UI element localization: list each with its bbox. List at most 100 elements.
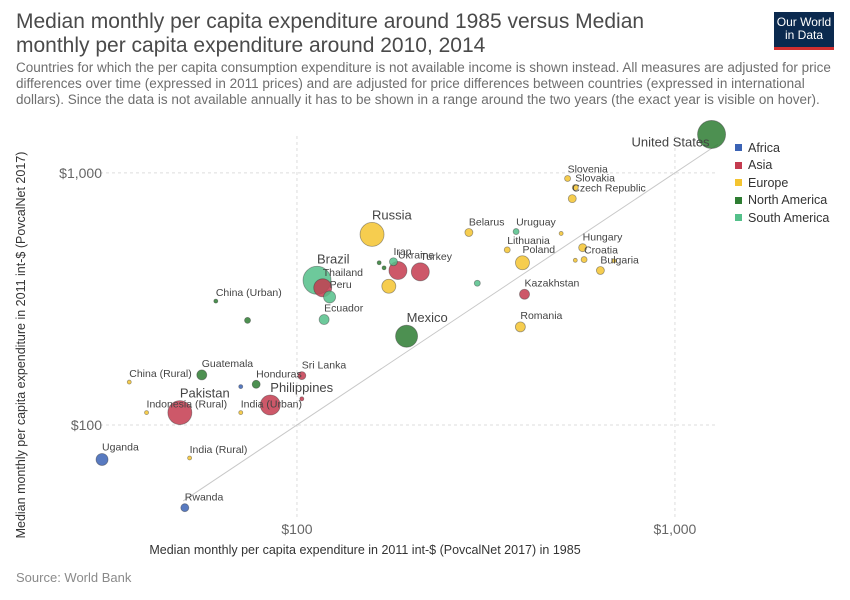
point-label: Czech Republic bbox=[572, 183, 646, 195]
point-label: Lithuania bbox=[507, 235, 550, 247]
legend: Africa Asia Europe North America South Ameri… bbox=[735, 139, 829, 227]
data-point[interactable] bbox=[558, 231, 564, 236]
data-point[interactable] bbox=[244, 316, 251, 324]
data-point[interactable] bbox=[95, 453, 109, 466]
logo-text: Our World in Data bbox=[776, 15, 832, 42]
legend-item[interactable]: Africa bbox=[735, 139, 829, 157]
point-label: Croatia bbox=[584, 245, 618, 257]
legend-item[interactable]: North America bbox=[735, 192, 829, 210]
reference-line bbox=[182, 143, 719, 502]
data-point[interactable] bbox=[512, 228, 520, 235]
point-label: Hungary bbox=[583, 232, 623, 244]
point-label: Russia bbox=[372, 207, 413, 222]
data-point[interactable] bbox=[167, 400, 193, 425]
data-point[interactable] bbox=[697, 120, 726, 149]
data-point[interactable] bbox=[238, 384, 244, 390]
point-label: India (Urban) bbox=[241, 399, 302, 411]
data-point[interactable] bbox=[388, 261, 408, 280]
data-point[interactable] bbox=[323, 290, 337, 304]
point-label: Philippines bbox=[270, 380, 333, 395]
data-point[interactable] bbox=[251, 379, 261, 389]
point-label: United States bbox=[632, 134, 711, 149]
y-axis-label-line: Median monthly per capita expenditure in… bbox=[14, 152, 28, 539]
data-point[interactable] bbox=[473, 279, 481, 287]
point-label: Uruguay bbox=[516, 217, 556, 229]
point-label: Bulgaria bbox=[600, 254, 639, 266]
point-label: Slovenia bbox=[568, 163, 608, 175]
logo-stripe bbox=[774, 47, 834, 50]
legend-item[interactable]: Europe bbox=[735, 174, 829, 192]
data-point[interactable] bbox=[580, 256, 588, 263]
data-point[interactable] bbox=[297, 371, 307, 381]
data-point[interactable] bbox=[578, 243, 588, 253]
owid-logo[interactable]: Our World in Data bbox=[774, 12, 834, 50]
data-point[interactable] bbox=[259, 394, 281, 416]
data-point[interactable] bbox=[381, 278, 397, 294]
legend-swatch bbox=[735, 179, 742, 187]
data-point[interactable] bbox=[572, 257, 578, 263]
data-point[interactable] bbox=[359, 222, 385, 247]
point-label: India (Rural) bbox=[190, 444, 248, 456]
data-point[interactable] bbox=[144, 410, 149, 415]
legend-label: Africa bbox=[748, 140, 780, 155]
data-points bbox=[95, 120, 726, 513]
point-label: Iran bbox=[393, 246, 411, 258]
legend-swatch bbox=[735, 144, 742, 152]
legend-label: Europe bbox=[748, 175, 789, 190]
data-point[interactable] bbox=[514, 321, 526, 333]
data-point[interactable] bbox=[187, 455, 193, 461]
data-point[interactable] bbox=[238, 410, 244, 415]
point-label: Ukraine bbox=[398, 249, 434, 261]
legend-item[interactable]: South America bbox=[735, 209, 829, 227]
point-label: Rwanda bbox=[185, 492, 224, 504]
data-point[interactable] bbox=[564, 175, 571, 182]
data-point[interactable] bbox=[515, 255, 530, 271]
point-label: Thailand bbox=[323, 267, 363, 279]
data-point[interactable] bbox=[376, 260, 382, 266]
data-point[interactable] bbox=[389, 257, 398, 267]
data-point[interactable] bbox=[503, 246, 511, 254]
point-label: Ecuador bbox=[324, 303, 364, 315]
point-label: Sri Lanka bbox=[302, 360, 347, 372]
data-point[interactable] bbox=[611, 258, 617, 264]
data-point[interactable] bbox=[519, 288, 530, 300]
data-point[interactable] bbox=[464, 228, 474, 237]
x-tick-label: $100 bbox=[281, 521, 312, 537]
data-point[interactable] bbox=[571, 184, 579, 191]
y-tick-label: $1,000 bbox=[59, 165, 102, 181]
legend-swatch bbox=[735, 196, 742, 204]
point-label: Guatemala bbox=[202, 358, 254, 370]
point-label: Brazil bbox=[317, 251, 350, 266]
data-point[interactable] bbox=[213, 298, 219, 304]
point-label: Turkey bbox=[420, 251, 452, 263]
data-point[interactable] bbox=[180, 503, 190, 513]
legend-label: South America bbox=[748, 210, 830, 225]
source-note: Source: World Bank bbox=[16, 570, 132, 585]
data-point[interactable] bbox=[126, 379, 132, 385]
legend-swatch bbox=[735, 161, 742, 169]
point-label: Mexico bbox=[407, 310, 448, 325]
data-point[interactable] bbox=[299, 396, 305, 402]
point-label: China (Rural) bbox=[129, 368, 191, 380]
axis-ticks: $100 $1,000 $100 $1,000 bbox=[59, 165, 696, 537]
point-label: Romania bbox=[520, 310, 562, 322]
data-point[interactable] bbox=[395, 324, 418, 348]
point-label: Slovakia bbox=[575, 172, 615, 184]
data-point[interactable] bbox=[196, 369, 208, 381]
point-label: Belarus bbox=[469, 216, 505, 228]
legend-label: Asia bbox=[748, 158, 773, 173]
point-label: Kazakhstan bbox=[525, 277, 580, 289]
data-point[interactable] bbox=[410, 262, 430, 282]
point-label: Indonesia (Rural) bbox=[147, 399, 228, 411]
x-axis-label: Median monthly per capita expenditure in… bbox=[149, 543, 580, 557]
point-label: Poland bbox=[522, 244, 555, 256]
grid-lines bbox=[88, 136, 718, 520]
legend-label: North America bbox=[748, 193, 828, 208]
data-point[interactable] bbox=[318, 314, 330, 325]
y-axis-label: Median monthly per capita expenditure in… bbox=[14, 152, 28, 539]
data-point[interactable] bbox=[567, 194, 577, 204]
data-point[interactable] bbox=[381, 265, 387, 271]
legend-item[interactable]: Asia bbox=[735, 157, 829, 175]
data-point[interactable] bbox=[595, 266, 605, 275]
